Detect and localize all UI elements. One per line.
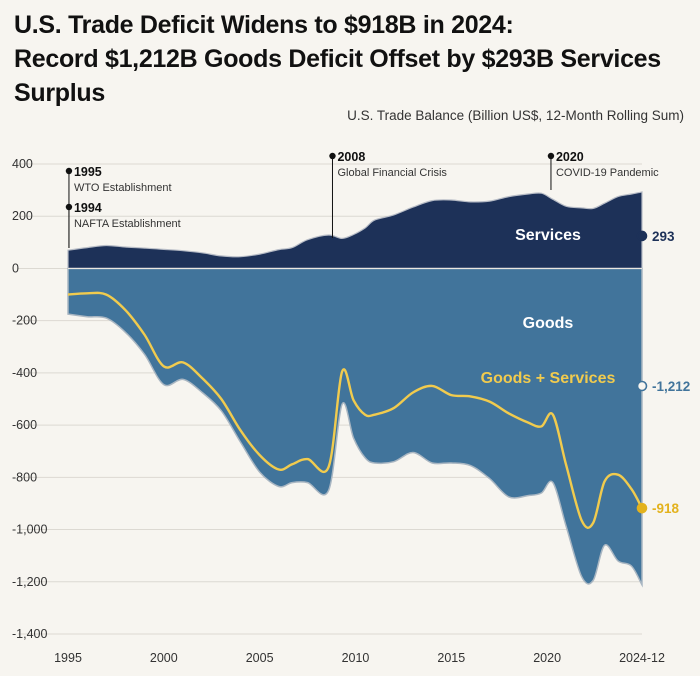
annotation-1994-text: NAFTA Establishment: [74, 218, 181, 230]
goods-services-label: Goods + Services: [481, 370, 616, 387]
series-labels: Services Goods Goods + Services 293 -1,212 -9…: [481, 227, 691, 516]
annotation-2020-text: COVID-19 Pandemic: [556, 167, 659, 179]
services-label: Services: [515, 227, 581, 244]
x-tick-label: 2015: [437, 651, 465, 665]
x-tick-label: 2005: [246, 651, 274, 665]
data-areas: [67, 191, 644, 588]
x-tick-label: 2000: [150, 651, 178, 665]
annotation-2008-marker: [329, 152, 336, 160]
y-tick-label: -1,000: [12, 523, 47, 537]
chart-subtitle: U.S. Trade Balance (Billion US$, 12-Mont…: [347, 108, 684, 123]
services-end-dot: [636, 230, 648, 242]
services-area: [67, 191, 643, 270]
y-tick-label: -1,200: [12, 575, 47, 589]
y-tick-label: -400: [12, 366, 37, 380]
chart-title-line-1: U.S. Trade Deficit Widens to $918B in 20…: [14, 11, 514, 39]
annotation-1995-text: WTO Establishment: [74, 182, 172, 194]
goods-end-value: -1,212: [652, 379, 690, 394]
y-tick-label: 400: [12, 157, 33, 171]
y-tick-label: 0: [12, 261, 19, 275]
annotation-1994-year: 1994: [74, 201, 102, 215]
chart-title: U.S. Trade Deficit Widens to $918B in 20…: [14, 8, 694, 110]
goods-end-dot: [636, 380, 648, 392]
x-tick-label: 2020: [533, 651, 561, 665]
y-tick-label: -800: [12, 470, 37, 484]
annotation-2008-text: Global Financial Crisis: [337, 167, 447, 179]
annotation-1994-marker: [65, 203, 73, 211]
x-tick-label: 2010: [342, 651, 370, 665]
annotations: 1995 WTO Establishment 1994 NAFTA Establish…: [65, 150, 659, 248]
y-tick-label: -200: [12, 314, 37, 328]
goods-area: [67, 267, 643, 588]
goods-services-end-value: -918: [652, 501, 680, 516]
chart-title-line-2: Record $1,212B Goods Deficit Offset by $…: [14, 45, 661, 107]
annotation-1995-marker: [65, 167, 73, 175]
x-tick-label: 2024-12: [619, 651, 665, 665]
y-tick-label: 200: [12, 209, 33, 223]
services-end-value: 293: [652, 229, 675, 244]
annotation-2020-year: 2020: [556, 150, 584, 164]
annotation-2008-year: 2008: [337, 150, 365, 164]
annotation-1995-year: 1995: [74, 165, 102, 179]
y-tick-label: -600: [12, 418, 37, 432]
goods-label: Goods: [523, 315, 574, 332]
goods-services-line: [67, 291, 644, 529]
annotation-2020-marker: [547, 152, 555, 160]
axes: 4002000-200-400-600-800-1,000-1,200-1,40…: [12, 157, 665, 665]
goods-services-end-dot: [636, 502, 648, 514]
x-tick-label: 1995: [54, 651, 82, 665]
y-tick-label: -1,400: [12, 627, 47, 641]
